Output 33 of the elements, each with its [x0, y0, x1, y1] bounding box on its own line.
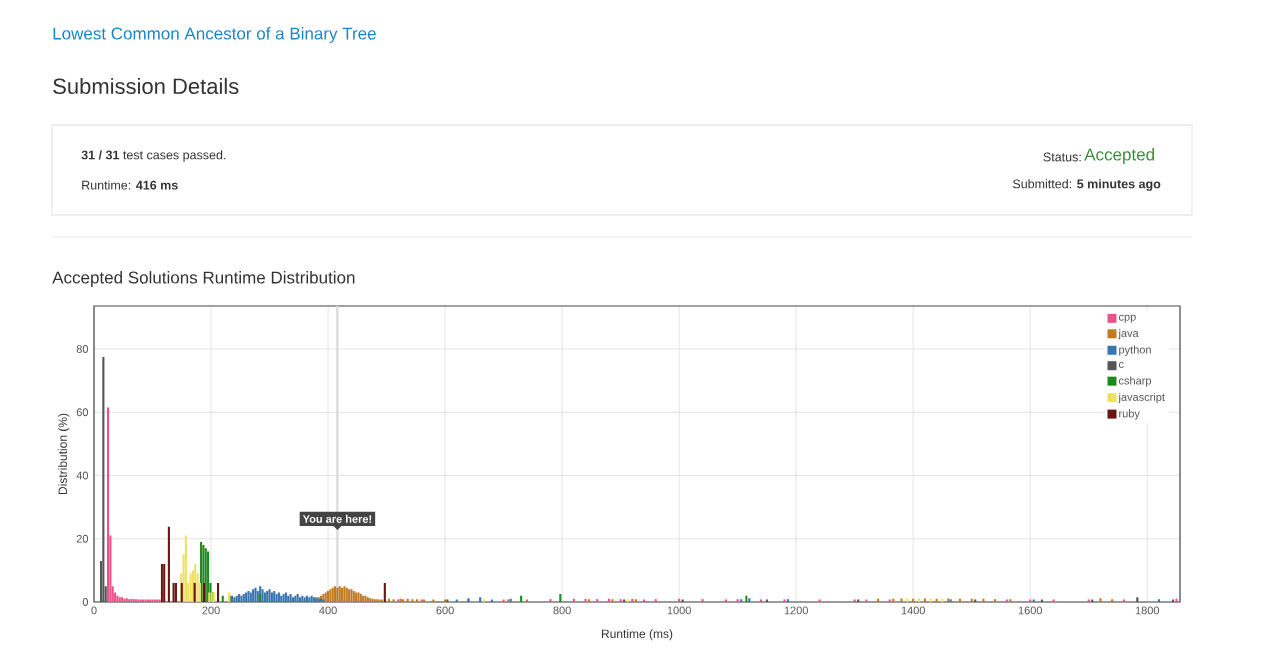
text: Runtime: 416 ms — [82, 180, 178, 190]
x-tick-label: 1600 — [1018, 606, 1043, 615]
chart-title: Accepted Solutions Runtime Distribution — [52, 271, 355, 287]
x-tick-label: 800 — [553, 606, 571, 615]
text: Lowest Common Ancestor of a Binary Tree — [53, 27, 376, 43]
x-tick-label: 200 — [202, 606, 220, 615]
legend-label: c — [1118, 362, 1124, 369]
x-tick-label: 600 — [436, 606, 454, 615]
text: Accepted — [1084, 148, 1154, 164]
legend-label: csharp — [1118, 376, 1152, 387]
x-tick-label: 1200 — [784, 606, 808, 615]
x-tick-label: 0 — [91, 606, 97, 615]
x-tick-label: 1000 — [667, 606, 691, 615]
y-tick-label: 0 — [82, 598, 89, 606]
y-axis-title: Distribution (%) — [58, 413, 70, 495]
legend-label: python — [1119, 345, 1151, 356]
x-tick-label: 1400 — [901, 606, 925, 615]
y-tick-label: 20 — [76, 534, 89, 543]
legend-label: ruby — [1119, 409, 1140, 420]
text: Status: — [1043, 152, 1081, 162]
legend-label: cpp — [1118, 314, 1136, 323]
x-axis-title: Runtime (ms) — [601, 629, 673, 641]
y-tick-label: 60 — [76, 408, 89, 417]
legend-label: java — [1118, 329, 1139, 340]
y-tick-label: 40 — [76, 471, 89, 480]
x-tick-label: 400 — [319, 606, 337, 615]
x-tick-label: 1800 — [1135, 606, 1160, 615]
text: 31 / 31 test cases passed. — [81, 150, 226, 162]
y-tick-label: 80 — [76, 345, 89, 353]
text: Submitted: 5 minutes ago — [1012, 179, 1161, 191]
annotation: You are here! — [302, 514, 372, 523]
legend-label: javascript — [1118, 392, 1165, 404]
text: Submission Details — [53, 77, 239, 95]
